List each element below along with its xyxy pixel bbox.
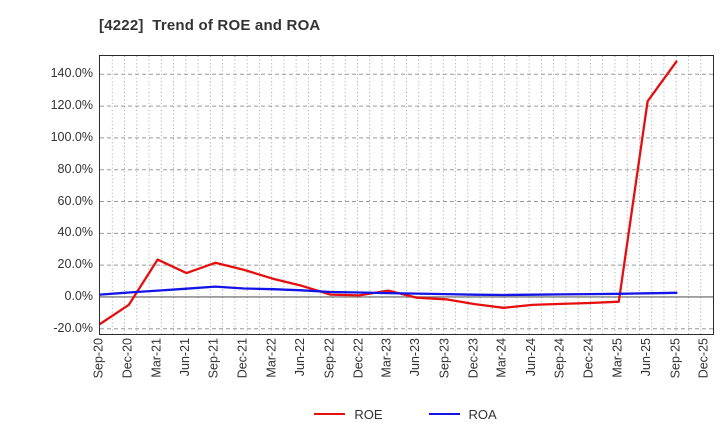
legend: ROE ROA <box>99 403 712 425</box>
x-tick-label: Dec-22 <box>350 338 365 379</box>
x-tick-label: Mar-21 <box>149 338 164 378</box>
legend-label-roa: ROA <box>468 406 497 422</box>
x-tick-label: Sep-23 <box>437 338 452 379</box>
y-tick-label: 140.0% <box>50 66 93 81</box>
x-tick-label: Jun-23 <box>408 338 423 377</box>
x-tick-label: Dec-21 <box>235 338 250 379</box>
x-tick-label: Sep-22 <box>322 338 337 379</box>
x-tick-label: Jun-21 <box>177 338 192 377</box>
y-tick-label: -20.0% <box>53 320 93 335</box>
y-tick-label: 0.0% <box>64 288 94 303</box>
x-tick-label: Mar-23 <box>379 338 394 378</box>
series-line-roa <box>100 285 678 297</box>
x-tick-label: Dec-24 <box>581 338 596 379</box>
series-line-roe <box>100 60 678 326</box>
x-tick-label: Sep-25 <box>667 338 682 379</box>
chart-canvas <box>100 56 713 334</box>
x-tick-label: Jun-22 <box>293 338 308 377</box>
x-tick-label: Mar-22 <box>264 338 279 378</box>
y-tick-label: 40.0% <box>57 225 93 240</box>
y-tick-label: 80.0% <box>57 161 93 176</box>
x-tick-label: Dec-20 <box>120 338 135 379</box>
legend-item-roa: ROA <box>428 406 497 422</box>
roa-line-swatch <box>428 413 460 415</box>
y-tick-label: 20.0% <box>57 257 93 272</box>
x-tick-label: Dec-25 <box>696 338 711 379</box>
y-tick-label: 120.0% <box>50 98 93 113</box>
x-tick-label: Jun-24 <box>523 338 538 377</box>
x-tick-label: Sep-24 <box>552 338 567 379</box>
x-tick-label: Sep-21 <box>206 338 221 379</box>
x-tick-label: Sep-20 <box>91 338 106 379</box>
chart-title: [4222] Trend of ROE and ROA <box>99 17 321 34</box>
x-tick-label: Mar-25 <box>610 338 625 378</box>
y-tick-label: 100.0% <box>50 129 93 144</box>
y-tick-label: 60.0% <box>57 193 93 208</box>
plot-area <box>99 55 714 335</box>
legend-label-roe: ROE <box>354 406 383 422</box>
x-tick-label: Dec-23 <box>466 338 481 379</box>
x-tick-label: Mar-24 <box>494 338 509 378</box>
legend-item-roe: ROE <box>314 406 383 422</box>
roe-line-swatch <box>314 413 346 415</box>
x-tick-label: Jun-25 <box>639 338 654 377</box>
